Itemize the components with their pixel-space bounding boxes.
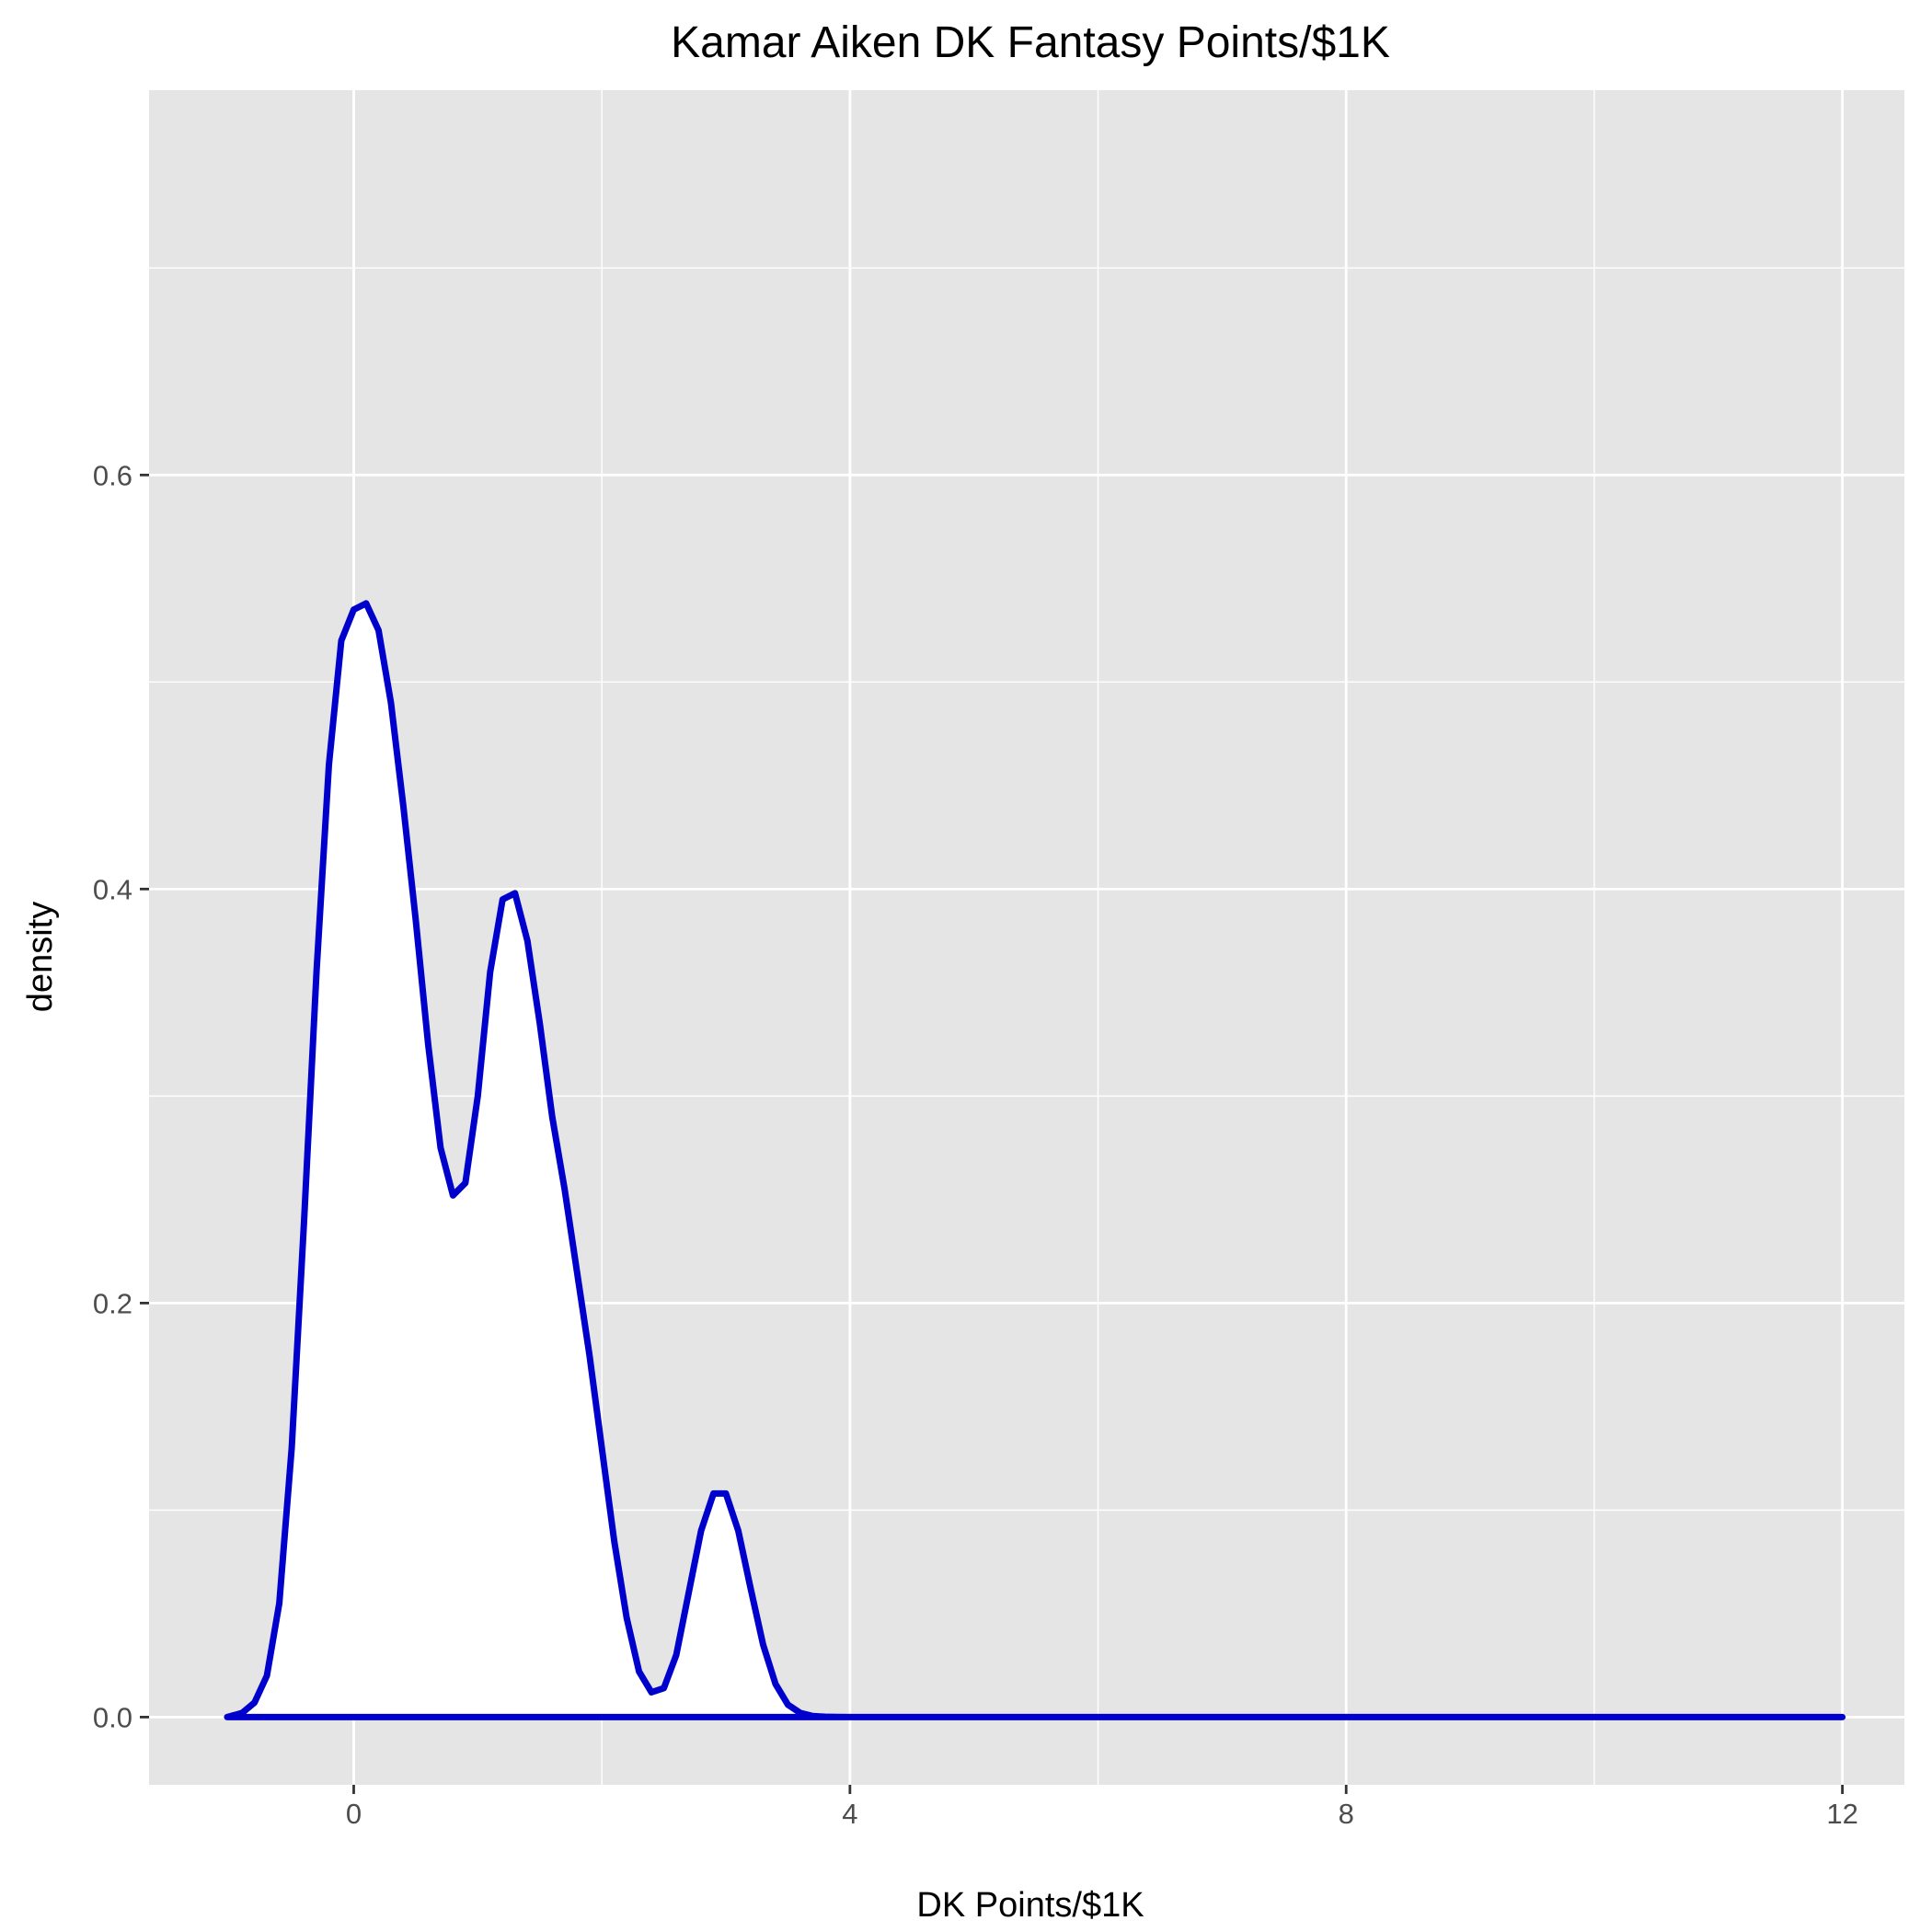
y-tick-label: 0.0 — [93, 1701, 132, 1733]
major-gridlines — [149, 90, 1904, 1785]
density-line — [224, 600, 1846, 1720]
x-tick-label: 0 — [346, 1798, 362, 1830]
x-tick-label: 12 — [1826, 1798, 1857, 1830]
y-tick-label: 0.2 — [93, 1287, 132, 1319]
tick-labels: 0 4 8 12 0.0 0.2 0.4 0.6 — [93, 459, 1858, 1830]
x-tick-label: 4 — [842, 1798, 857, 1830]
chart-title: Kamar Aiken DK Fantasy Points/$1K — [671, 18, 1390, 67]
x-axis-label: DK Points/$1K — [916, 1886, 1144, 1925]
x-tick-label: 8 — [1339, 1798, 1354, 1830]
series-layer — [224, 600, 1846, 1720]
y-tick-label: 0.6 — [93, 459, 132, 491]
y-axis-label: density — [21, 902, 60, 1012]
axis-ticks — [140, 473, 1844, 1794]
y-tick-label: 0.4 — [93, 873, 132, 905]
density-area — [226, 603, 1843, 1718]
